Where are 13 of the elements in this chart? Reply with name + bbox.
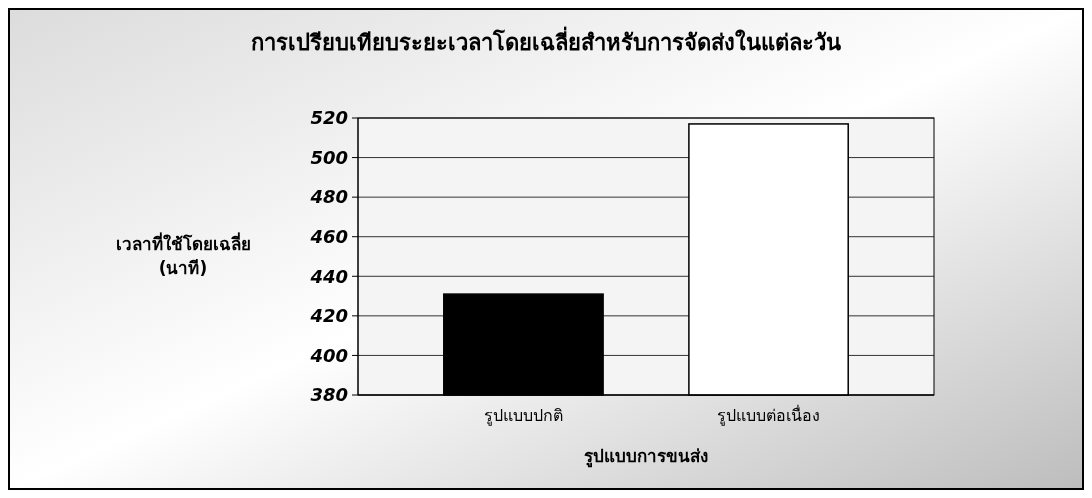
y-tick-label: 480	[309, 186, 348, 208]
y-tick-label: 460	[309, 226, 348, 248]
y-axis-title: เวลาที่ใช้โดยเฉลี่ย (นาที)	[115, 232, 251, 279]
x-tick-label: รูปแบบต่อเนื่อง	[717, 404, 821, 426]
y-tick-label: 500	[310, 146, 348, 168]
chart-title: การเปรียบเทียบระยะเวลาโดยเฉลี่ยสำหรับการจัดส่งในแต่ละวัน	[251, 26, 841, 55]
y-tick-label: 440	[309, 265, 348, 287]
x-axis-title: รูปแบบการขนส่ง	[584, 446, 708, 468]
y-tick-label: 420	[309, 305, 348, 327]
y-tick-label: 400	[309, 344, 348, 366]
x-tick-label: รูปแบบปกติ	[483, 406, 563, 426]
y-tick-label: 380	[310, 384, 348, 406]
y-tick-label: 520	[310, 107, 348, 129]
